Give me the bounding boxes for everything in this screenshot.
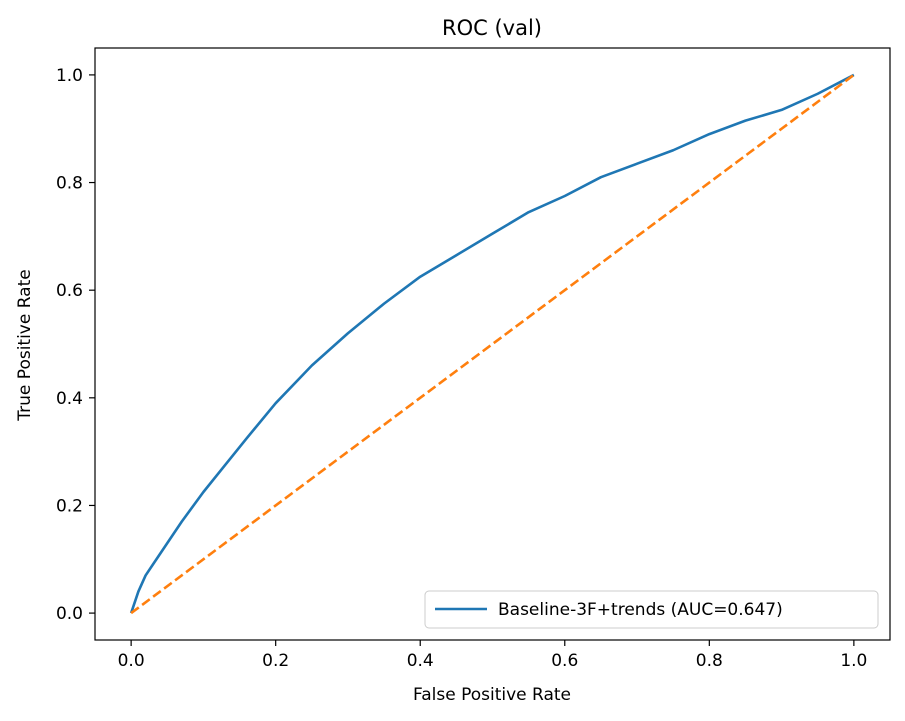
chart-title: ROC (val) xyxy=(442,16,542,40)
y-tick-label: 0.4 xyxy=(56,389,83,409)
y-tick-label: 0.0 xyxy=(56,604,83,624)
legend: Baseline-3F+trends (AUC=0.647) xyxy=(424,590,879,629)
y-tick-label: 1.0 xyxy=(56,66,83,86)
plot-area: 0.0 0.2 0.4 0.6 0.8 1.0 0.0 0.2 0.4 0.6 0.8 1.0 xyxy=(56,47,891,671)
x-tick-label: 1.0 xyxy=(840,651,867,671)
x-tick-label: 0.6 xyxy=(551,651,578,671)
plot-frame xyxy=(94,47,891,641)
roc-curve-line xyxy=(129,73,855,614)
y-axis-title: True Positive Rate xyxy=(15,269,35,421)
chance-diagonal-line xyxy=(130,73,855,615)
y-tick-label: 0.8 xyxy=(56,174,83,194)
y-tick-label: 0.2 xyxy=(56,496,83,516)
x-tick-label: 0.0 xyxy=(118,651,145,671)
legend-label: Baseline-3F+trends (AUC=0.647) xyxy=(498,600,783,620)
x-tick-label: 0.2 xyxy=(262,651,289,671)
x-tick-label: 0.8 xyxy=(696,651,723,671)
x-tick-label: 0.4 xyxy=(407,651,434,671)
y-tick-label: 0.6 xyxy=(56,281,83,301)
x-axis-title: False Positive Rate xyxy=(413,685,571,705)
legend-box xyxy=(424,590,879,629)
